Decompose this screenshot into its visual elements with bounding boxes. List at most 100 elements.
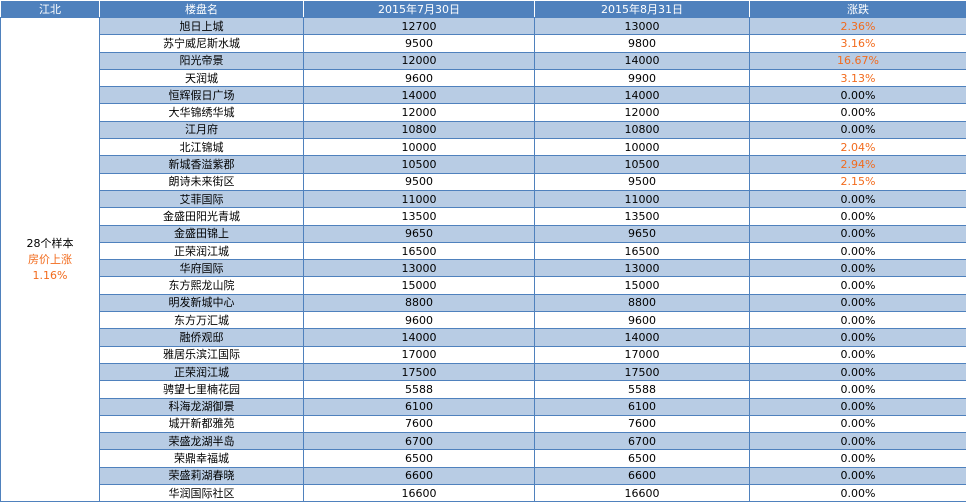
price-change: 0.00%: [749, 328, 966, 347]
header-row: 江北 楼盘名 2015年7月30日 2015年8月31日 涨跌: [0, 0, 966, 18]
price-jul: 6700: [303, 432, 535, 451]
price-change: 0.00%: [749, 276, 966, 295]
price-jul: 10800: [303, 120, 535, 140]
price-jul: 6500: [303, 449, 535, 468]
price-aug: 10500: [534, 155, 750, 174]
property-name: 东方熙龙山院: [99, 276, 304, 295]
table-row: 新城香溢紫郡 10500 10500 2.94%: [1, 155, 966, 174]
price-change: 0.00%: [749, 241, 966, 261]
property-name: 华润国际社区: [99, 484, 304, 503]
price-jul: 7600: [303, 414, 535, 434]
property-name: 正荣润江城: [99, 241, 304, 261]
price-aug: 9600: [534, 311, 750, 330]
table-row: 荣盛莉湖春晓 6600 6600 0.00%: [1, 466, 966, 486]
price-jul: 10500: [303, 155, 535, 174]
table-row: 北江锦城 10000 10000 2.04%: [1, 138, 966, 157]
price-change: 0.00%: [749, 345, 966, 364]
price-change: 0.00%: [749, 397, 966, 416]
price-aug: 5588: [534, 380, 750, 399]
header-name: 楼盘名: [99, 0, 304, 18]
table-row: 明发新城中心 8800 8800 0.00%: [1, 293, 966, 313]
header-region: 江北: [0, 0, 100, 18]
price-change: 2.36%: [749, 16, 966, 36]
table-row: 华润国际社区 16600 16600 0.00%: [1, 484, 966, 503]
property-name: 天润城: [99, 68, 304, 88]
price-aug: 17000: [534, 345, 750, 364]
price-change: 2.94%: [749, 155, 966, 174]
property-name: 雅居乐滨江国际: [99, 345, 304, 364]
table-row: 苏宁威尼斯水城 9500 9800 3.16%: [1, 34, 966, 53]
price-jul: 8800: [303, 293, 535, 313]
table-row: 28个样本 房价上涨 1.16% 旭日上城 12700 13000 2.36%: [0, 16, 966, 503]
table-row: 荣盛龙湖半岛 6700 6700 0.00%: [1, 432, 966, 451]
price-jul: 17000: [303, 345, 535, 364]
price-change: 0.00%: [749, 259, 966, 278]
price-change: 0.00%: [749, 120, 966, 140]
table-row: 天润城 9600 9900 3.13%: [1, 68, 966, 88]
price-jul: 14000: [303, 328, 535, 347]
price-jul: 9500: [303, 34, 535, 53]
price-aug: 6600: [534, 466, 750, 486]
table-row: 骋望七里楠花园 5588 5588 0.00%: [1, 380, 966, 399]
price-jul: 9650: [303, 224, 535, 243]
price-jul: 13000: [303, 259, 535, 278]
header-change: 涨跌: [749, 0, 966, 18]
sample-count: 28个样本: [26, 236, 74, 250]
price-jul: 5588: [303, 380, 535, 399]
property-name: 艾菲国际: [99, 189, 304, 209]
price-jul: 16600: [303, 484, 535, 503]
price-jul: 12000: [303, 51, 535, 70]
table-row: 科海龙湖御景 6100 6100 0.00%: [1, 397, 966, 416]
price-change: 0.00%: [749, 449, 966, 468]
table-row: 正荣润江城 16500 16500 0.00%: [1, 241, 966, 261]
price-jul: 14000: [303, 86, 535, 105]
property-name: 金盛田锦上: [99, 224, 304, 243]
price-change: 0.00%: [749, 189, 966, 209]
price-change: 2.15%: [749, 172, 966, 191]
price-aug: 14000: [534, 328, 750, 347]
property-name: 苏宁威尼斯水城: [99, 34, 304, 53]
price-aug: 11000: [534, 189, 750, 209]
table-row: 金盛田锦上 9650 9650 0.00%: [1, 224, 966, 243]
price-jul: 13500: [303, 207, 535, 226]
property-name: 东方万汇城: [99, 311, 304, 330]
property-name: 正荣润江城: [99, 362, 304, 382]
price-aug: 17500: [534, 362, 750, 382]
table-row: 恒辉假日广场 14000 14000 0.00%: [1, 86, 966, 105]
price-jul: 10000: [303, 138, 535, 157]
price-change: 0.00%: [749, 293, 966, 313]
table-row: 正荣润江城 17500 17500 0.00%: [1, 362, 966, 382]
price-change: 0.00%: [749, 311, 966, 330]
price-jul: 6600: [303, 466, 535, 486]
price-aug: 6700: [534, 432, 750, 451]
property-name: 融侨观邸: [99, 328, 304, 347]
property-name: 荣盛莉湖春晓: [99, 466, 304, 486]
property-name: 荣盛龙湖半岛: [99, 432, 304, 451]
price-change: 0.00%: [749, 207, 966, 226]
table-row: 华府国际 13000 13000 0.00%: [1, 259, 966, 278]
price-aug: 13500: [534, 207, 750, 226]
property-name: 荣鼎幸福城: [99, 449, 304, 468]
table-row: 艾菲国际 11000 11000 0.00%: [1, 189, 966, 209]
price-aug: 9900: [534, 68, 750, 88]
price-aug: 8800: [534, 293, 750, 313]
summary-cell: 28个样本 房价上涨 1.16%: [0, 16, 100, 503]
price-change: 0.00%: [749, 484, 966, 503]
header-date1: 2015年7月30日: [303, 0, 535, 18]
price-aug: 16600: [534, 484, 750, 503]
price-jul: 11000: [303, 189, 535, 209]
property-name: 城开新都雅苑: [99, 414, 304, 434]
price-jul: 9600: [303, 68, 535, 88]
price-aug: 13000: [534, 16, 750, 36]
property-name: 阳光帝景: [99, 51, 304, 70]
table-row: 融侨观邸 14000 14000 0.00%: [1, 328, 966, 347]
price-aug: 12000: [534, 103, 750, 122]
price-change: 0.00%: [749, 224, 966, 243]
table-row: 大华锦绣华城 12000 12000 0.00%: [1, 103, 966, 122]
price-aug: 6500: [534, 449, 750, 468]
price-aug: 9650: [534, 224, 750, 243]
table-row: 朗诗未来街区 9500 9500 2.15%: [1, 172, 966, 191]
table-row: 阳光帝景 12000 14000 16.67%: [1, 51, 966, 70]
table-row: 城开新都雅苑 7600 7600 0.00%: [1, 414, 966, 434]
price-jul: 16500: [303, 241, 535, 261]
